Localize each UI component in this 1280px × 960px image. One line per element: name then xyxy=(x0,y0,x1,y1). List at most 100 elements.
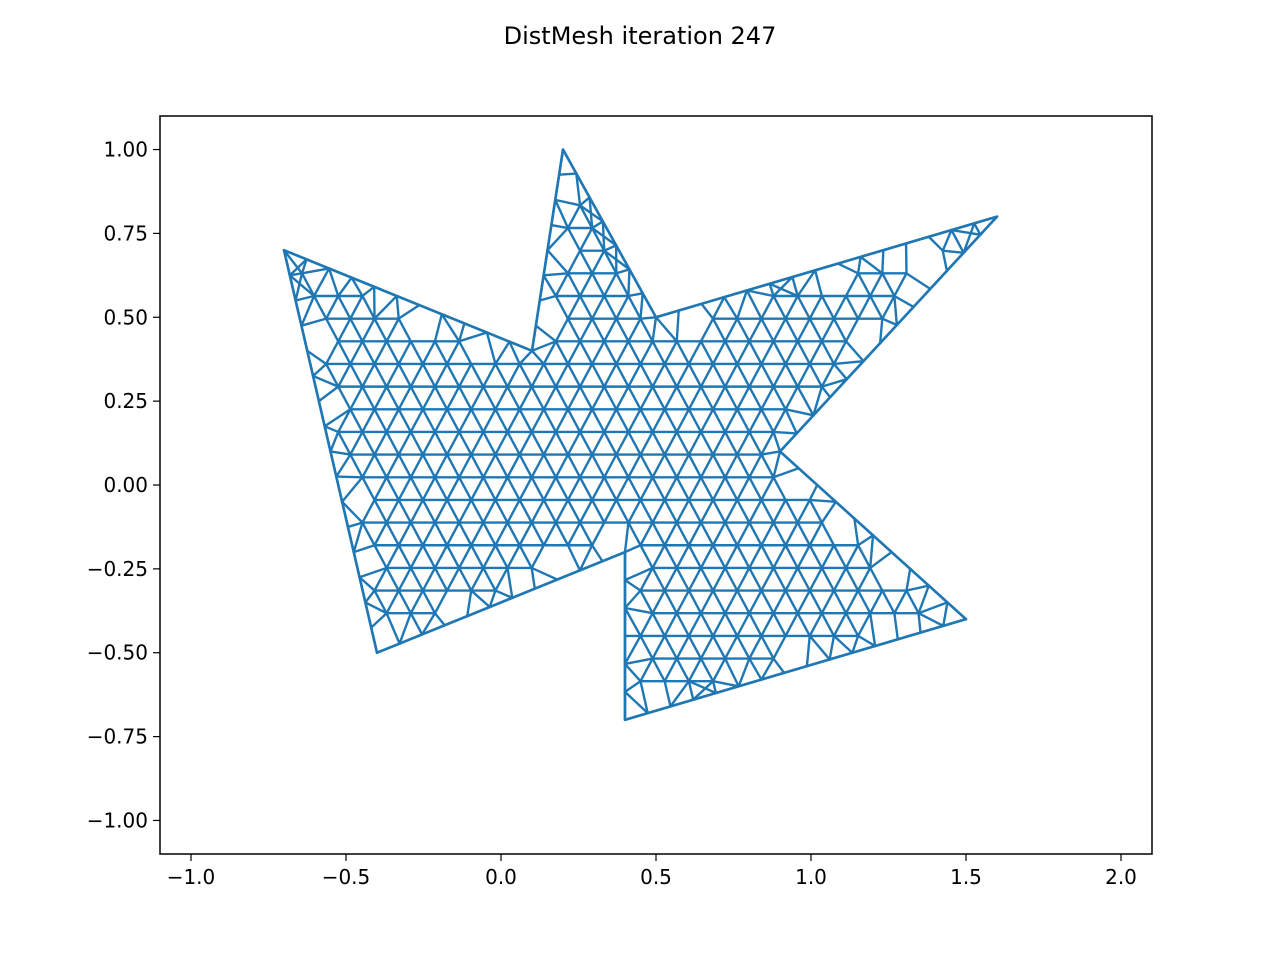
mesh-edge xyxy=(832,362,848,381)
mesh-edge xyxy=(324,294,340,320)
mesh-edge xyxy=(772,275,794,298)
mesh-edge xyxy=(772,430,782,453)
mesh-edge xyxy=(736,317,751,343)
mesh-edge xyxy=(506,362,521,388)
mesh-edge xyxy=(470,385,485,411)
mesh-edge xyxy=(546,248,570,275)
mesh-edge xyxy=(869,589,884,615)
mesh-edge xyxy=(791,275,799,298)
mesh-edge xyxy=(627,453,642,479)
mesh-edge xyxy=(578,385,594,411)
mesh-edge xyxy=(651,589,666,615)
mesh-edge xyxy=(796,544,811,570)
mesh-edge xyxy=(760,634,775,660)
mesh-edge xyxy=(337,430,352,456)
mesh-edge xyxy=(433,385,449,411)
mesh-edge xyxy=(590,498,606,524)
mesh-edge xyxy=(590,430,606,456)
mesh-edge xyxy=(723,453,739,479)
mesh-edge xyxy=(772,340,787,366)
mesh-edge xyxy=(808,566,824,592)
mesh-edge xyxy=(530,362,545,388)
mesh-edge xyxy=(796,340,811,366)
mesh-edge xyxy=(784,589,799,615)
mesh-edge xyxy=(760,430,775,456)
mesh-edge xyxy=(590,362,606,388)
mesh-edge xyxy=(554,453,570,479)
mesh-edge xyxy=(603,249,618,275)
mesh-edge xyxy=(651,408,666,434)
mesh-edge xyxy=(615,268,631,275)
mesh-edge xyxy=(337,340,352,366)
mesh-edge xyxy=(784,340,799,366)
mesh-edge xyxy=(623,544,642,554)
mesh-edge xyxy=(893,294,915,309)
mesh-edge xyxy=(675,408,691,434)
mesh-edge xyxy=(409,430,425,456)
mesh-edge xyxy=(457,331,489,343)
mesh-edge xyxy=(482,544,497,570)
mesh-edge xyxy=(832,566,848,592)
mesh-edge xyxy=(542,430,558,456)
mesh-edge xyxy=(445,476,461,502)
mesh-edge xyxy=(723,657,740,688)
mesh-edge xyxy=(361,362,376,388)
mesh-edge xyxy=(651,657,666,683)
mesh-edge xyxy=(518,362,533,388)
mesh-edge xyxy=(337,317,352,343)
mesh-edge xyxy=(373,544,388,570)
mesh-edge xyxy=(675,453,691,479)
mesh-edge xyxy=(711,612,727,638)
mesh-edge xyxy=(433,566,449,592)
mesh-edge xyxy=(699,385,715,411)
mesh-edge xyxy=(542,362,558,388)
mesh-edge xyxy=(508,340,521,366)
mesh-edge xyxy=(590,340,606,366)
mesh-edge xyxy=(530,566,559,581)
mesh-edge xyxy=(361,453,376,479)
mesh-edge xyxy=(506,453,521,479)
mesh-edge xyxy=(421,544,437,570)
mesh-edge xyxy=(736,566,751,592)
mesh-edge xyxy=(820,544,836,570)
mesh-edge xyxy=(385,408,400,434)
mesh-edge xyxy=(651,498,666,524)
mesh-edge xyxy=(385,362,400,388)
mesh-edge xyxy=(711,521,727,547)
mesh-edge xyxy=(457,566,473,592)
mesh-edge xyxy=(627,430,642,456)
mesh-edge xyxy=(748,657,763,681)
mesh-edge xyxy=(494,430,509,456)
mesh-edge xyxy=(482,408,497,434)
mesh-edge xyxy=(409,453,425,479)
mesh-edge xyxy=(663,634,678,660)
y-axis: 1.00 0.75 0.50 0.25 0.00 −0.25 −0.50 −0.75 −1.00 xyxy=(87,138,160,832)
mesh-edge xyxy=(723,498,739,524)
mesh-edge xyxy=(844,317,860,343)
mesh-edge xyxy=(470,566,485,592)
mesh-edge xyxy=(627,292,644,298)
mesh-edge xyxy=(373,521,388,547)
mesh-edge xyxy=(784,612,799,638)
mesh-edge xyxy=(651,385,666,411)
mesh-edge xyxy=(349,362,364,388)
mesh-edge xyxy=(736,385,751,411)
mesh-edge xyxy=(300,272,316,298)
mesh-edge xyxy=(482,362,497,388)
mesh-edge xyxy=(554,498,570,524)
mesh-edge xyxy=(828,634,836,661)
mesh-edge xyxy=(337,276,353,298)
mesh-edge xyxy=(518,385,533,411)
x-tick-label: 2.0 xyxy=(1105,865,1137,889)
mesh-edge xyxy=(651,316,658,343)
mesh-edge xyxy=(578,362,594,388)
mesh-edge xyxy=(654,316,678,343)
mesh-edge xyxy=(808,317,824,343)
mesh-edge xyxy=(627,385,642,411)
mesh-edge xyxy=(578,476,594,502)
mesh-edge xyxy=(784,317,799,343)
mesh-edge xyxy=(421,566,437,592)
mesh-edge xyxy=(675,612,691,638)
mesh-edge xyxy=(361,385,376,411)
mesh-edge xyxy=(494,362,509,388)
